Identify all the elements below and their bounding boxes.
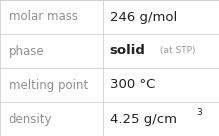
Text: 4.25 g/cm: 4.25 g/cm bbox=[110, 112, 177, 126]
Text: molar mass: molar mass bbox=[9, 10, 78, 24]
Text: melting point: melting point bbox=[9, 78, 88, 92]
Text: density: density bbox=[9, 112, 52, 126]
Text: phase: phase bbox=[9, 44, 44, 58]
Text: solid: solid bbox=[110, 44, 145, 58]
Text: 300 °C: 300 °C bbox=[110, 78, 155, 92]
Text: 3: 3 bbox=[196, 108, 202, 117]
Text: (at STP): (at STP) bbox=[160, 47, 196, 55]
Text: 246 g/mol: 246 g/mol bbox=[110, 10, 177, 24]
